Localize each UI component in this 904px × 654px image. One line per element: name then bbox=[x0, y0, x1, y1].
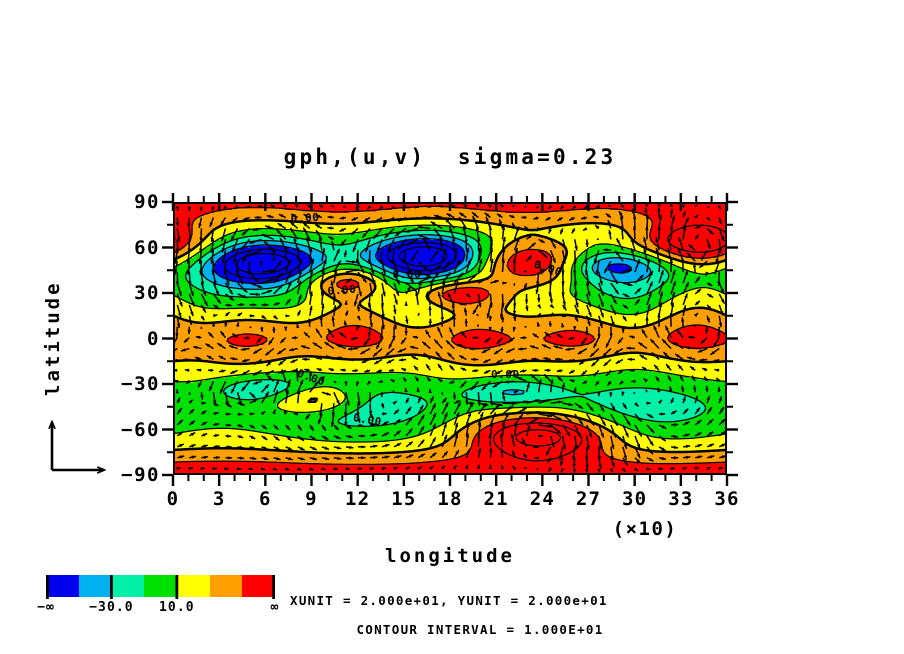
y-axis-title: latitude bbox=[42, 280, 64, 396]
colorbar-band bbox=[111, 575, 145, 597]
colorbar[interactable] bbox=[46, 575, 276, 599]
x-tick-label: 6 bbox=[259, 488, 272, 510]
contour-interval-annotation: CONTOUR INTERVAL = 1.000E+01 bbox=[356, 622, 604, 637]
y-tick-label: 0 bbox=[147, 327, 160, 350]
y-tick-label: −60 bbox=[121, 418, 160, 441]
y-tick-label: −90 bbox=[121, 464, 160, 486]
colorbar-band bbox=[209, 575, 243, 597]
x-tick-label: 3 bbox=[212, 488, 226, 510]
colorbar-band bbox=[144, 575, 177, 597]
x-tick-label: 21 bbox=[483, 488, 509, 510]
page-title: gph,(u,v) sigma=0.23 bbox=[283, 145, 617, 169]
colorbar-band bbox=[46, 575, 79, 597]
x-tick-label: 0 bbox=[166, 488, 180, 510]
unit-annotation: XUNIT = 2.000e+01, YUNIT = 2.000e+01 bbox=[290, 593, 608, 608]
contour-plot-canvas[interactable]: 0.00 0.00 0.00 0.00 0.00 0.00 0.00 bbox=[173, 202, 727, 475]
y-tick-label: 30 bbox=[134, 282, 160, 304]
colorbar-label: ∞ bbox=[270, 600, 280, 615]
x-tick-label: 30 bbox=[622, 488, 648, 510]
x-axis-title: longitude bbox=[385, 545, 515, 567]
x-tick-label: 24 bbox=[529, 488, 555, 510]
colorbar-label: −30.0 bbox=[89, 600, 134, 615]
x-tick-label: 9 bbox=[305, 488, 318, 510]
y-axis-tick-labels: 90 60 30 0 −30 −60 −90 bbox=[92, 191, 160, 486]
vector-scale-key bbox=[46, 412, 114, 474]
x-tick-label: 18 bbox=[437, 488, 463, 510]
x-tick-label: 12 bbox=[345, 488, 371, 510]
colorbar-label: 10.0 bbox=[158, 600, 195, 615]
axis-tick-marks bbox=[162, 193, 738, 486]
colorbar-band bbox=[78, 575, 112, 597]
colorbar-band bbox=[242, 575, 276, 597]
x-tick-label: 15 bbox=[391, 488, 417, 510]
x-axis-multiplier: (×10) bbox=[612, 518, 678, 540]
x-tick-label: 36 bbox=[714, 488, 740, 510]
contour-lines-and-wind-vectors: 0.000.00 0.000.000.00 0.000.00 bbox=[173, 202, 727, 474]
y-tick-label: 90 bbox=[134, 191, 160, 213]
colorbar-label: −∞ bbox=[37, 600, 55, 615]
y-tick-label: −30 bbox=[121, 373, 160, 395]
colorbar-band bbox=[176, 575, 210, 597]
colorbar-bands bbox=[46, 575, 276, 597]
colorbar-labels: −∞ −30.0 10.0 ∞ bbox=[26, 600, 296, 622]
y-tick-label: 60 bbox=[134, 236, 160, 259]
x-tick-label: 27 bbox=[575, 488, 602, 510]
x-axis-tick-labels: 0 3 6 9 12 15 18 21 24 27 30 33 36 bbox=[167, 488, 739, 514]
x-tick-label: 33 bbox=[668, 488, 694, 510]
